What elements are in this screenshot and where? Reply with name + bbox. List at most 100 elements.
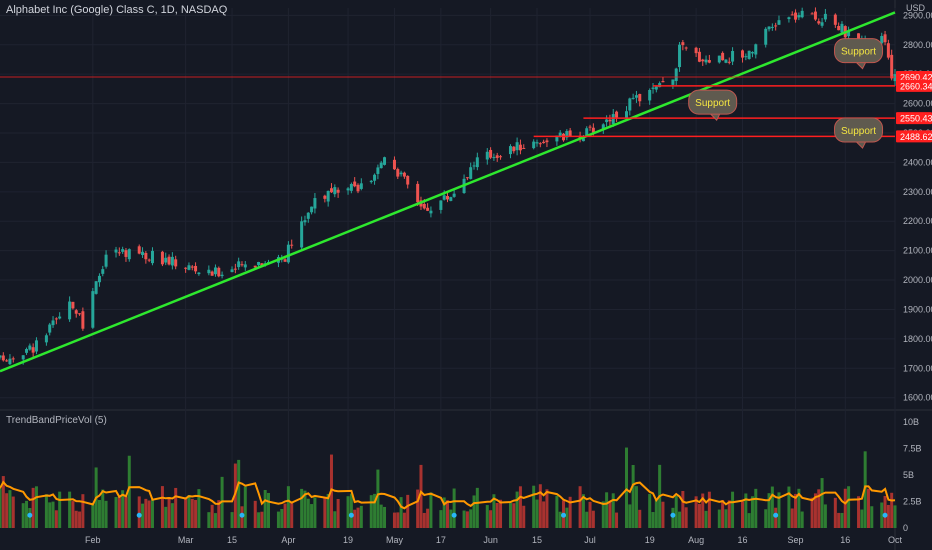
candle [396, 169, 400, 177]
candle [601, 124, 605, 130]
candle [750, 52, 754, 54]
volume-bar [472, 495, 476, 528]
candle [499, 156, 503, 158]
volume-bar [545, 489, 549, 528]
candle [767, 26, 771, 30]
volume-bar [522, 505, 526, 528]
candle [230, 269, 234, 273]
candle [787, 17, 791, 20]
volume-bar [555, 495, 559, 528]
candle [585, 128, 589, 137]
candle [353, 181, 357, 187]
candle [197, 272, 201, 275]
candle [51, 320, 55, 326]
y-tick-label: 2800.00 [903, 40, 932, 50]
volume-bar [634, 486, 638, 528]
candle [840, 23, 844, 33]
volume-bar [648, 493, 652, 528]
volume-bar [462, 510, 466, 528]
volume-bar [150, 499, 154, 528]
candle [724, 59, 728, 63]
candle [101, 269, 105, 274]
volume-bar [213, 513, 217, 528]
volume-bar [452, 488, 456, 528]
annotation-text: Support [841, 126, 876, 137]
candle [237, 261, 241, 268]
candle [833, 14, 837, 25]
volume-bar [396, 512, 400, 528]
volume-bar [359, 505, 363, 528]
volume-bar [823, 504, 827, 528]
volume-bar [353, 509, 357, 528]
volume-bar [164, 506, 168, 528]
x-tick-label: Oct [888, 535, 903, 545]
x-tick-label: 15 [532, 535, 542, 545]
candle [515, 142, 519, 151]
support-level-tag [896, 79, 932, 92]
candle [207, 269, 211, 274]
volume-bar [697, 503, 701, 528]
candle [104, 254, 108, 267]
candle [508, 146, 512, 155]
candle [581, 138, 585, 142]
volume-bar [101, 489, 105, 528]
candle [257, 262, 261, 266]
candle [194, 265, 198, 272]
x-tick-label: Jun [483, 535, 498, 545]
candle [797, 15, 801, 18]
volume-bar [276, 511, 280, 528]
volume-bar [495, 502, 499, 528]
volume-signal-dot [773, 512, 779, 518]
candle [684, 47, 688, 49]
candle [187, 265, 191, 270]
volume-bar [399, 497, 403, 528]
volume-bar [767, 493, 771, 528]
candle [449, 197, 453, 201]
candle [731, 50, 735, 62]
volume-bar [817, 489, 821, 528]
volume-bar [147, 500, 151, 528]
candle [744, 56, 748, 58]
volume-bar [54, 510, 58, 528]
volume-bar [137, 496, 141, 528]
volume-bar [601, 501, 605, 528]
candle [707, 60, 711, 63]
volume-bar [392, 512, 396, 528]
volume-bar [21, 503, 25, 528]
candle [446, 196, 449, 200]
volume-bar [774, 507, 778, 528]
volume-bar [422, 512, 426, 528]
volume-bar [518, 486, 522, 528]
candle [164, 257, 168, 263]
candle [326, 190, 330, 202]
volume-bar [426, 508, 430, 528]
candle [495, 155, 499, 158]
candle [349, 184, 353, 191]
volume-bar [170, 503, 174, 528]
volume-bar [638, 509, 642, 528]
candle [68, 301, 72, 320]
candle [11, 358, 15, 360]
volume-bar [333, 511, 337, 528]
volume-bar [764, 509, 768, 528]
support-level-tag [896, 130, 932, 143]
volume-signal-dot [27, 512, 33, 518]
volume-signal-dot [882, 512, 888, 518]
y-tick-label: 2400.00 [903, 157, 932, 167]
volume-bar [306, 498, 310, 528]
volume-bar [893, 505, 897, 528]
candle [611, 114, 615, 125]
volume-bar [611, 493, 615, 528]
candle [472, 165, 476, 167]
candle [591, 127, 595, 133]
volume-bar [681, 490, 685, 528]
candle [141, 251, 145, 256]
volume-tick-label: 7.5B [903, 444, 922, 454]
annotation-bubble [834, 38, 884, 64]
x-tick-label: 16 [840, 535, 850, 545]
volume-bar [74, 510, 78, 528]
candle [605, 119, 609, 123]
volume-bar [91, 504, 95, 528]
y-tick-label: 2600.00 [903, 99, 932, 109]
